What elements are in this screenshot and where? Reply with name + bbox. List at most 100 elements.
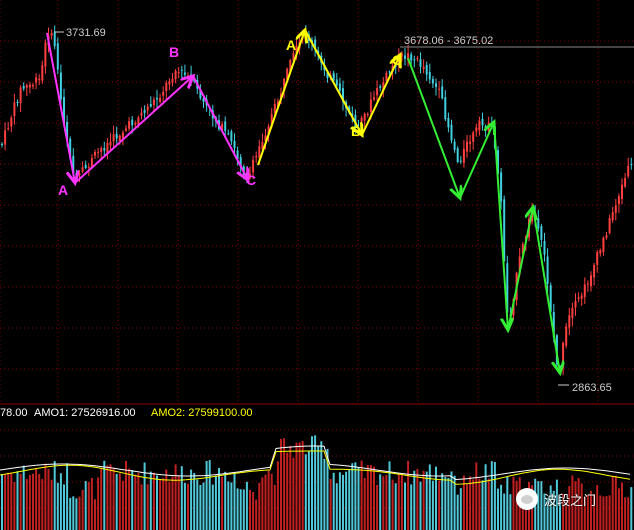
candle-body <box>577 297 580 299</box>
volume-bar <box>19 473 22 530</box>
volume-bar <box>298 442 301 530</box>
volume-bar <box>56 482 59 530</box>
volume-bar <box>128 468 131 530</box>
candle-body <box>617 196 620 205</box>
candle-body <box>233 140 236 149</box>
volume-bar <box>97 477 100 530</box>
volume-bar <box>146 484 149 530</box>
volume-bar <box>314 435 317 530</box>
candle-body <box>459 160 462 162</box>
volume-bar <box>574 481 577 530</box>
candle-body <box>38 78 41 81</box>
volume-bar <box>236 488 239 530</box>
candle-body <box>363 113 366 121</box>
candle-body <box>121 132 124 139</box>
volume-bar <box>165 469 168 530</box>
candle-body <box>174 70 177 80</box>
candle-body <box>630 164 633 166</box>
candle-body <box>621 184 623 199</box>
magenta-wave-label-a: A <box>58 182 68 198</box>
volume-bar <box>555 479 558 530</box>
green-wave-segment <box>493 121 508 330</box>
volume-bar <box>276 461 279 530</box>
candle-body <box>335 79 338 86</box>
volume-bar <box>524 498 527 530</box>
volume-bar <box>493 461 496 530</box>
volume-bar <box>121 480 124 530</box>
volume-bar <box>211 484 214 530</box>
volume-bar <box>577 477 580 530</box>
volume-bar <box>218 467 220 530</box>
volume-bar <box>180 466 183 530</box>
candle-body <box>35 77 38 83</box>
volume-bar <box>7 472 10 530</box>
candle-body <box>540 226 543 240</box>
volume-bar <box>38 474 41 530</box>
candle-body <box>469 141 472 144</box>
volume-bar <box>267 470 270 530</box>
volume-bar <box>202 482 205 530</box>
volume-bar <box>156 475 158 530</box>
volume-bar <box>292 457 295 530</box>
volume-bar <box>63 484 65 530</box>
candle-body <box>503 199 506 262</box>
candle-body <box>134 123 137 125</box>
volume-bar <box>484 464 487 530</box>
candle-body <box>583 284 586 297</box>
volume-bar <box>382 476 385 530</box>
volume-bar <box>481 480 484 530</box>
candle-body <box>41 65 44 81</box>
candle-body <box>586 283 589 285</box>
candle-body <box>571 307 574 319</box>
volume-bar <box>425 471 428 530</box>
volume-bar <box>394 483 397 530</box>
candle-body <box>379 86 382 88</box>
candle-body <box>543 241 546 255</box>
candle-body <box>125 128 127 131</box>
volume-bar <box>100 468 103 530</box>
candle-body <box>283 78 286 92</box>
candle-body <box>249 173 251 178</box>
volume-bar <box>614 475 617 530</box>
amo2-line <box>0 450 631 485</box>
volume-bar <box>379 474 382 530</box>
volume-bar <box>109 464 112 530</box>
candle-body <box>506 263 509 313</box>
candle-body <box>404 55 406 59</box>
candle-body <box>596 252 599 265</box>
volume-bar <box>515 480 518 530</box>
low-price-label: 2863.65 <box>572 382 612 394</box>
candle-body <box>351 113 354 116</box>
volume-bar <box>242 489 245 530</box>
candle-body <box>270 114 273 127</box>
high-price-label: 3731.69 <box>66 27 106 39</box>
volume-bar <box>187 483 189 530</box>
amo2-label: AMO2: 27599100.00 <box>151 407 253 419</box>
candle-body <box>568 315 571 328</box>
candle-body <box>546 256 549 284</box>
volume-bar <box>75 498 78 530</box>
volume-bar <box>261 477 264 530</box>
volume-bar <box>580 483 583 530</box>
candle-body <box>258 146 261 158</box>
volume-bar <box>41 479 44 530</box>
candle-body <box>118 135 121 141</box>
candle-body <box>608 218 611 233</box>
candle-body <box>326 71 329 79</box>
volume-bar <box>456 494 459 530</box>
candle-body <box>97 151 100 153</box>
volume-bar <box>50 479 53 530</box>
volume-bar <box>177 475 180 530</box>
candle-body <box>56 43 59 70</box>
volume-bar <box>258 482 261 530</box>
candle-body <box>497 150 499 174</box>
volume-bar <box>90 477 93 530</box>
volume-bar <box>444 477 447 530</box>
volume-bar <box>565 499 568 530</box>
volume-bar <box>10 472 13 530</box>
volume-bar <box>255 499 258 530</box>
volume-bar <box>168 481 171 530</box>
candle-body <box>128 121 131 129</box>
